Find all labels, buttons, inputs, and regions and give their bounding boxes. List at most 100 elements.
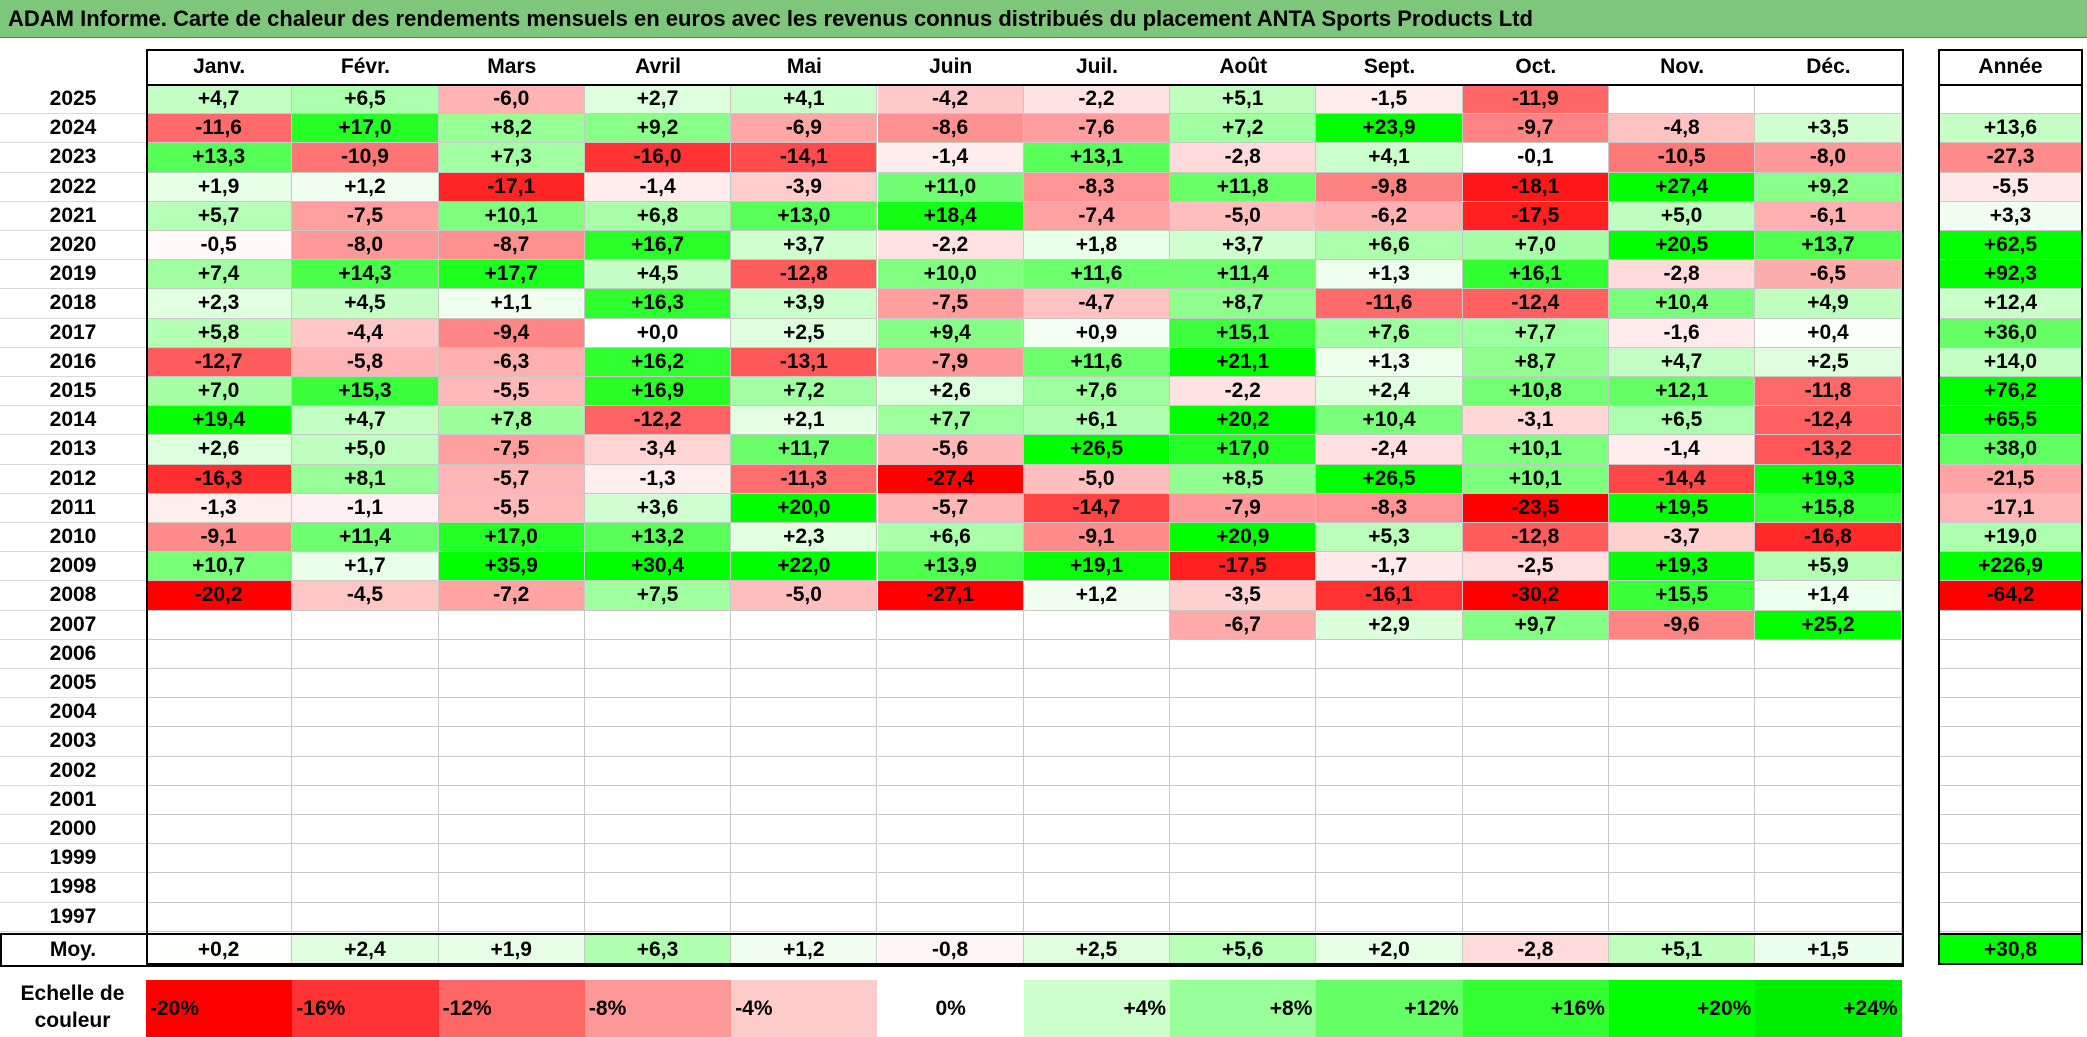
year-label: 2024 [0,114,146,144]
color-scale-swatch: +16% [1462,980,1609,1037]
heatmap-cell: +1,3 [1316,347,1463,377]
heatmap-cell [731,873,878,903]
heatmap-cell [1755,844,1902,874]
heatmap-cell: -7,2 [438,581,585,611]
heatmap-cell [731,727,878,757]
year-label: 1999 [0,844,146,874]
annual-cell [1938,815,2083,845]
heatmap-cell: -5,0 [1023,464,1171,494]
heatmap-cell [1170,756,1317,786]
heatmap-cell: -12,4 [1755,406,1902,436]
heatmap-cell: +11,6 [1023,347,1171,377]
heatmap-cell: -16,3 [146,464,293,494]
year-label: 2018 [0,289,146,319]
heatmap-cell [146,610,293,640]
heatmap-cell: +26,5 [1023,435,1171,465]
average-cell: -2,8 [1462,935,1609,965]
heatmap-cell [292,902,439,932]
heatmap-cell: +16,2 [584,347,732,377]
heatmap-cell: -2,2 [877,231,1024,261]
average-label: Moy. [49,938,97,961]
heatmap-cell [292,669,439,699]
year-label: 2019 [0,260,146,290]
heatmap-cell: +5,8 [146,318,293,348]
color-scale-swatch: +20% [1609,980,1756,1037]
heatmap-cell: +5,7 [146,201,293,231]
heatmap-cell: +16,9 [584,377,732,407]
month-header: Janv. [193,55,246,78]
heatmap-cell: +10,1 [438,201,585,231]
year-label: 2016 [0,348,146,377]
heatmap-cell: -7,5 [877,289,1024,319]
heatmap-cell: +17,0 [292,114,439,144]
heatmap-cell [1023,639,1171,669]
heatmap-cell: +15,3 [292,377,439,407]
heatmap-cell [1462,727,1609,757]
year-label: 2023 [0,143,146,173]
heatmap-cell [731,902,878,932]
average-cell: +5,6 [1170,935,1317,965]
heatmap-cell: -12,7 [146,347,293,377]
average-bottom-line [0,965,1904,967]
month-header: Oct. [1515,55,1557,78]
heatmap-cell [877,756,1024,786]
heatmap-cell [438,639,585,669]
average-cell: +2,4 [292,935,439,965]
heatmap-cell: +2,5 [731,318,878,348]
year-label: 2003 [0,727,146,757]
heatmap-cell: +3,9 [731,289,878,319]
heatmap-cell [1609,727,1756,757]
annual-cell [1938,844,2083,874]
heatmap-cell [146,698,293,728]
heatmap-cell: +15,1 [1170,318,1317,348]
heatmap-cell [1609,815,1756,845]
color-scale-swatch: -16% [292,980,439,1037]
heatmap-cell: -7,5 [438,435,585,465]
heatmap-cell: +6,6 [1316,231,1463,261]
heatmap-cell [1755,639,1902,669]
heatmap-cell: +17,0 [1170,435,1317,465]
heatmap-cell [1316,844,1463,874]
heatmap-cell: +17,0 [438,523,585,553]
heatmap-cell: +19,5 [1609,493,1756,523]
heatmap-cell [731,785,878,815]
heatmap-cell: -12,2 [584,406,732,436]
heatmap-cell [146,873,293,903]
heatmap-cell [1023,727,1171,757]
heatmap-cell [1170,844,1317,874]
heatmap-cell: +1,2 [1023,581,1171,611]
heatmap-cell: +19,4 [146,406,293,436]
heatmap-cell [1755,669,1902,699]
heatmap-cell [1316,669,1463,699]
heatmap-cell: -16,8 [1755,523,1902,553]
heatmap-cell [438,669,585,699]
month-header: Mai [786,55,822,78]
heatmap-cell [1316,785,1463,815]
heatmap-cell: -11,6 [146,114,293,144]
heatmap-cell: -9,8 [1316,172,1463,202]
heatmap-cell [1609,85,1756,115]
heatmap-cell: -3,9 [731,172,878,202]
heatmap-cell: -4,5 [292,581,439,611]
heatmap-cell: -9,4 [438,318,585,348]
annual-average-divider [1938,933,2083,935]
heatmap-cell: +5,0 [292,435,439,465]
annual-cell: +36,0 [1938,318,2083,348]
heatmap-cell: +2,9 [1316,610,1463,640]
heatmap-cell: +8,7 [1170,289,1317,319]
heatmap-cell: -4,4 [292,318,439,348]
year-label: 2022 [0,173,146,202]
heatmap-cell: +4,5 [584,260,732,290]
heatmap-cell: -14,7 [1023,493,1171,523]
heatmap-cell [146,902,293,932]
heatmap-cell: -16,0 [584,143,732,173]
heatmap-cell: -4,7 [1023,289,1171,319]
heatmap-cell: -17,1 [438,172,585,202]
heatmap-cell [292,756,439,786]
heatmap-cell [292,610,439,640]
heatmap-cell: +2,3 [731,523,878,553]
year-label: 2020 [0,231,146,261]
heatmap-cell [1170,902,1317,932]
heatmap-cell: +7,0 [146,377,293,407]
year-label: 2005 [0,669,146,699]
